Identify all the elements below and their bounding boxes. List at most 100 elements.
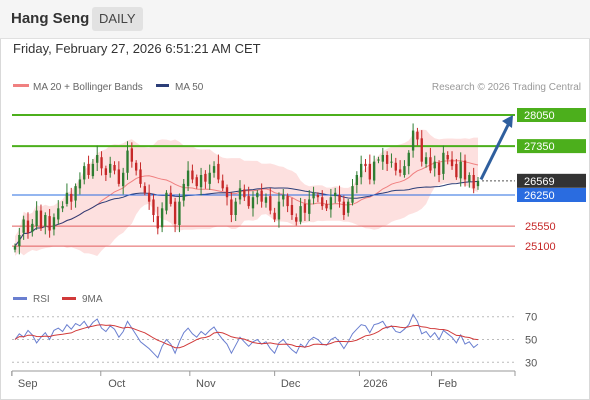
chart-header: Hang Seng DAILY: [0, 0, 590, 39]
candle-body: [139, 169, 142, 184]
candle-body: [329, 197, 333, 210]
candle-body: [338, 195, 341, 202]
candle-body: [446, 155, 449, 160]
candle-body: [238, 188, 242, 200]
ma50-line: [14, 180, 479, 247]
candle-body: [208, 172, 211, 184]
candle-body: [420, 138, 423, 162]
rsi-tick-label-50: 50: [525, 335, 537, 347]
candle-body: [308, 199, 311, 214]
candle-body: [437, 162, 441, 175]
candle-body: [130, 148, 134, 162]
candle-body: [91, 163, 95, 177]
candle-body: [424, 157, 428, 164]
period-badge[interactable]: DAILY: [92, 7, 143, 31]
candle-body: [230, 199, 233, 215]
candle-body: [368, 163, 372, 180]
candle-body: [468, 175, 471, 182]
candle-body: [96, 155, 99, 163]
candle-body: [221, 180, 224, 189]
candle-body: [104, 168, 108, 175]
candle-body: [247, 196, 250, 207]
level-label-25100: 25100: [525, 241, 556, 253]
candle-body: [351, 186, 354, 203]
candle-body: [251, 197, 255, 209]
candle-body: [385, 155, 389, 164]
rsi-ma-line: [14, 324, 479, 349]
candle-body: [178, 201, 181, 225]
candle-body: [277, 201, 281, 220]
candle-body: [225, 187, 229, 198]
level-label-27350: 27350: [524, 141, 555, 153]
level-tag-28050: [517, 108, 586, 122]
candle-body: [295, 217, 298, 222]
candle-body: [442, 152, 445, 174]
rsi-ma-legend-label: 9MA: [82, 294, 103, 305]
rsi-line: [14, 313, 479, 359]
candle-body: [113, 165, 116, 171]
bollinger-band: [15, 129, 478, 256]
candle-body: [450, 159, 454, 167]
candle-body: [334, 192, 337, 197]
candle-body: [342, 201, 346, 215]
candle-body: [83, 166, 86, 180]
candle-body: [156, 216, 159, 229]
candle-body: [26, 220, 30, 233]
candle-body: [147, 192, 151, 202]
candle-body: [13, 246, 17, 250]
level-tag-26569: [517, 173, 586, 188]
level-label-25550: 25550: [525, 221, 556, 233]
candle-body: [31, 223, 34, 232]
candle-body: [121, 172, 125, 187]
forecast-arrow-shaft: [479, 120, 512, 181]
candle-body: [78, 179, 82, 189]
candle-body: [472, 175, 475, 189]
x-axis-label-Sep: Sep: [18, 378, 38, 390]
candle-body: [74, 186, 77, 201]
candle-body: [364, 163, 367, 167]
datetime-label: Friday, February 27, 2026 6:51:21 AM CET: [13, 41, 261, 56]
candle-body: [416, 131, 419, 140]
candle-body: [182, 183, 185, 201]
candle-body: [126, 150, 129, 173]
candle-body: [195, 177, 198, 187]
candle-body: [87, 163, 90, 175]
level-label-28050: 28050: [524, 110, 555, 122]
candle-body: [459, 161, 462, 179]
bollinger-legend-label: MA 20 + Bollinger Bands: [33, 82, 143, 93]
bollinger-legend-swatch: [13, 84, 29, 87]
candle-body: [100, 157, 103, 169]
rsi-ma-legend-swatch: [62, 297, 76, 300]
candle-body: [316, 195, 320, 198]
ma50-legend-swatch: [156, 84, 169, 87]
credit-label: Research © 2026 Trading Central: [432, 82, 581, 93]
level-tag-26250: [517, 188, 586, 202]
candle-body: [325, 203, 328, 209]
candle-body: [264, 197, 268, 203]
candle-body: [57, 208, 60, 220]
ma50-legend-label: MA 50: [175, 82, 204, 93]
candle-body: [169, 192, 172, 204]
price-panel: 28050 27350 26569 26250 25550 25100: [12, 108, 586, 256]
level-label-26250: 26250: [524, 190, 555, 202]
candle-body: [65, 192, 69, 204]
x-axis-label-Oct: Oct: [108, 378, 125, 390]
legend: MA 20 + Bollinger Bands MA 50 Research ©…: [13, 82, 581, 305]
candle-body: [212, 166, 216, 173]
instrument-title: Hang Seng: [11, 10, 90, 27]
candle-body: [355, 175, 359, 185]
forecast-arrow-head: [502, 115, 513, 128]
candle-body: [282, 195, 285, 200]
candle-body: [256, 192, 259, 198]
candle-body: [429, 157, 432, 171]
candle-body: [433, 161, 436, 169]
candle-body: [52, 217, 56, 230]
candle-body: [152, 199, 155, 215]
candle-body: [476, 180, 480, 187]
candle-body: [243, 189, 246, 198]
x-axis-label-Nov: Nov: [196, 378, 216, 390]
candle-body: [347, 201, 350, 213]
rsi-panel: 70 50 30 Sep Oct Nov Dec 2026 Feb: [11, 312, 537, 390]
candle-body: [359, 163, 363, 178]
